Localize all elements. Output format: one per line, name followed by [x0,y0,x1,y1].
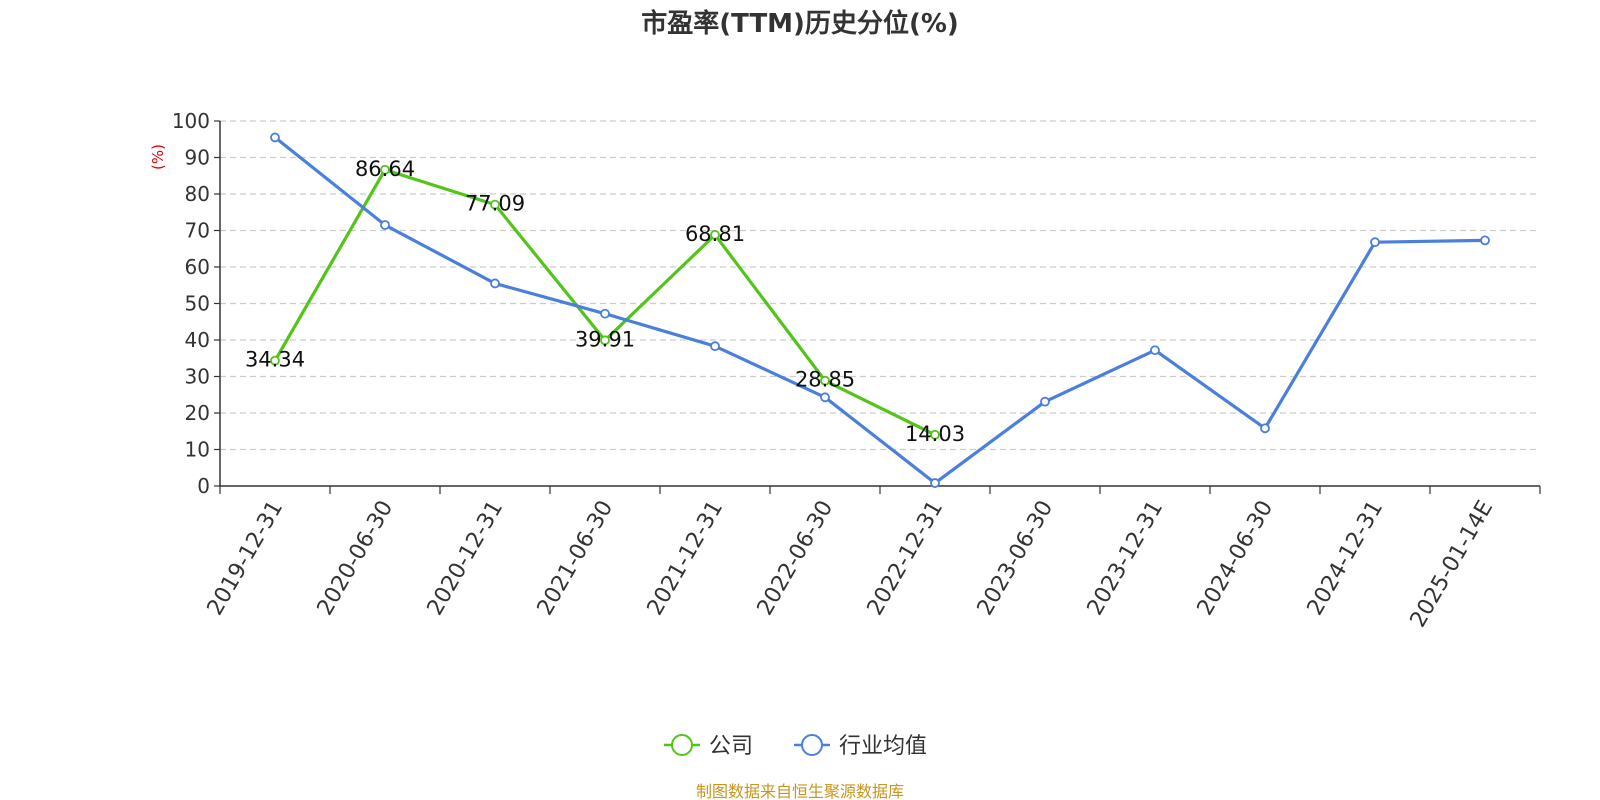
y-tick-label: 60 [185,255,210,279]
series-point-company [490,199,500,210]
legend-label-company: 公司 [709,734,753,759]
x-tick-label: 2021-06-30 [533,497,619,620]
y-tick-label: 10 [185,438,210,462]
series-point-company [380,164,390,175]
series-point-industry-avg [1260,423,1270,434]
axis-layer: 0 10 20 30 40 50 60 70 80 90 100 2019-12-31 2020-06-… [172,109,1541,632]
x-tick-label: 2020-12-31 [423,497,509,620]
series-point-industry-avg [710,341,720,352]
x-tick-label: 2024-06-30 [1193,497,1279,620]
series-point-industry-avg [270,132,280,143]
y-tick-label: 50 [185,292,210,316]
y-tick-label: 100 [172,109,210,133]
x-tick-label: 2024-12-31 [1303,497,1389,620]
y-tick-label: 0 [197,474,210,498]
source-note: 制图数据来自恒生聚源数据库 [696,782,904,800]
series-point-company [930,429,940,440]
data-label: 77.09 [465,192,525,216]
x-tick-label: 2020-06-30 [313,497,399,620]
series-point-company [600,335,610,346]
series-line-company [273,168,936,437]
legend-marker-industry-avg [801,734,823,756]
data-label: 39.91 [575,327,635,351]
x-tick-label: 2022-06-30 [753,497,839,620]
x-tick-label: 2022-12-31 [863,497,949,620]
y-tick-label: 40 [185,328,210,352]
y-axis-unit: (%) [149,144,167,170]
data-label: 14.03 [905,422,965,446]
x-tick-label: 2023-12-31 [1083,497,1169,620]
series-point-industry-avg [380,220,390,230]
data-label: 28.85 [795,368,855,392]
series-point-industry-avg [1370,237,1380,248]
data-label: 86.64 [355,157,415,181]
series-point-industry-avg [490,278,500,289]
x-tick-label: 2019-12-31 [203,497,289,620]
series-point-company [270,355,280,366]
series-layer [270,132,1490,488]
x-tick-label: 2025-01-14E [1406,497,1499,632]
series-point-company [710,229,720,240]
series-point-industry-avg [1040,396,1050,407]
data-label-layer: 34.34 86.64 77.09 39.91 68.81 28.85 14.03 [245,157,965,446]
legend-label-industry-avg: 行业均值 [839,734,927,759]
legend-marker-company [671,734,693,756]
data-label: 68.81 [685,222,745,246]
data-label: 34.34 [245,348,305,372]
x-tick-label: 2023-06-30 [973,497,1059,620]
chart-title: 市盈率(TTM)历史分位(%) [641,8,959,39]
series-point-industry-avg [600,308,610,319]
y-tick-label: 30 [185,365,210,389]
series-point-industry-avg [820,392,830,403]
y-tick-label: 70 [185,219,210,243]
y-tick-label: 80 [185,182,210,206]
series-point-industry-avg [1480,235,1490,246]
series-point-industry-avg [1150,345,1160,356]
series-line-industry-avg [274,136,1486,485]
grid-layer [220,120,1540,451]
series-point-company [820,375,830,386]
y-tick-label: 20 [185,401,210,425]
series-point-industry-avg [930,478,940,488]
legend: 公司 行业均值 [664,734,927,759]
y-tick-label: 90 [185,146,210,170]
x-tick-label: 2021-12-31 [643,497,729,620]
